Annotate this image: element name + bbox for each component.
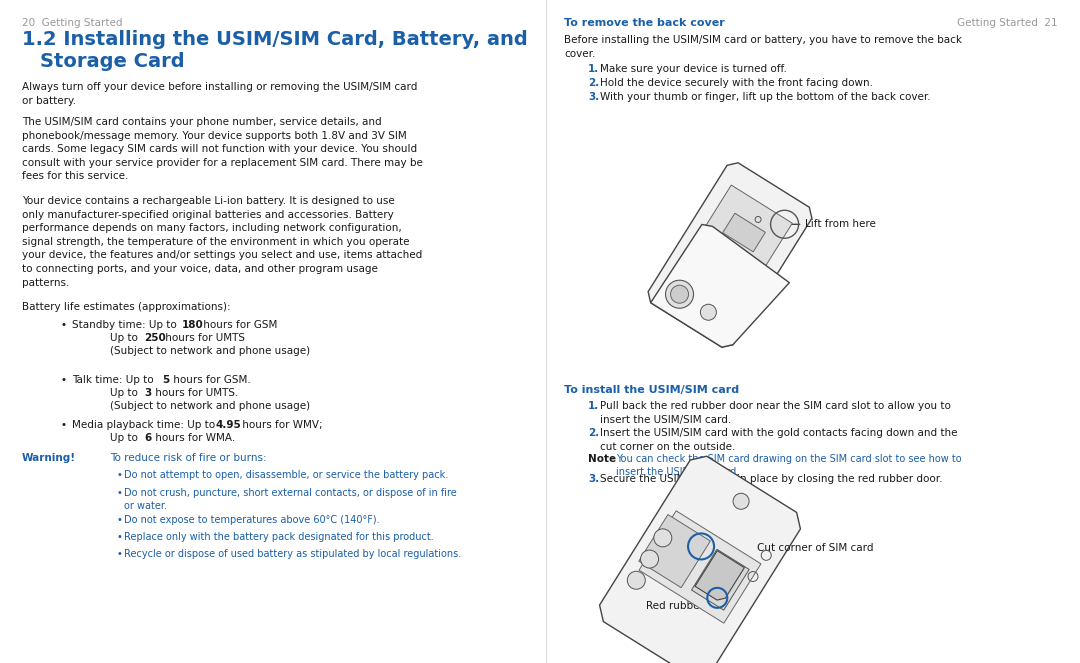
Circle shape: [733, 493, 750, 509]
Text: (Subject to network and phone usage): (Subject to network and phone usage): [110, 401, 310, 411]
Text: Insert the USIM/SIM card with the gold contacts facing down and the
cut corner o: Insert the USIM/SIM card with the gold c…: [600, 428, 958, 452]
Text: Talk time: Up to: Talk time: Up to: [72, 375, 157, 385]
Circle shape: [653, 529, 672, 547]
Text: Up to: Up to: [110, 433, 141, 443]
Text: Storage Card: Storage Card: [40, 52, 185, 71]
Text: 2.: 2.: [588, 428, 599, 438]
Polygon shape: [702, 185, 793, 270]
Text: Pull back the red rubber door near the SIM card slot to allow you to
insert the : Pull back the red rubber door near the S…: [600, 401, 950, 424]
Circle shape: [640, 550, 659, 568]
Circle shape: [701, 304, 716, 320]
Text: 3.: 3.: [588, 474, 599, 484]
Text: Do not attempt to open, disassemble, or service the battery pack.: Do not attempt to open, disassemble, or …: [124, 470, 448, 480]
Text: Replace only with the battery pack designated for this product.: Replace only with the battery pack desig…: [124, 532, 434, 542]
Text: 2.: 2.: [588, 78, 599, 88]
Text: hours for GSM: hours for GSM: [200, 320, 278, 330]
Polygon shape: [723, 213, 766, 252]
Text: 1.: 1.: [588, 401, 599, 411]
Text: hours for GSM.: hours for GSM.: [170, 375, 251, 385]
Text: To reduce risk of fire or burns:: To reduce risk of fire or burns:: [110, 453, 267, 463]
Text: You can check the SIM card drawing on the SIM card slot to see how to
insert the: You can check the SIM card drawing on th…: [616, 454, 961, 477]
Text: 250: 250: [144, 333, 165, 343]
Text: To install the USIM/SIM card: To install the USIM/SIM card: [564, 385, 739, 395]
Polygon shape: [696, 551, 744, 600]
Text: •: •: [60, 320, 66, 330]
Text: Warning!: Warning!: [22, 453, 76, 463]
Text: hours for UMTS.: hours for UMTS.: [152, 388, 239, 398]
Text: hours for WMV;: hours for WMV;: [239, 420, 323, 430]
Text: Do not expose to temperatures above 60°C (140°F).: Do not expose to temperatures above 60°C…: [124, 515, 380, 525]
Text: Secure the USIM/SIM card in place by closing the red rubber door.: Secure the USIM/SIM card in place by clo…: [600, 474, 943, 484]
Text: Hold the device securely with the front facing down.: Hold the device securely with the front …: [600, 78, 873, 88]
Text: hours for WMA.: hours for WMA.: [152, 433, 235, 443]
Text: •: •: [116, 515, 122, 525]
Text: Make sure your device is turned off.: Make sure your device is turned off.: [600, 64, 787, 74]
Text: Cut corner of SIM card: Cut corner of SIM card: [757, 543, 874, 553]
Text: Up to: Up to: [110, 388, 141, 398]
Polygon shape: [648, 163, 812, 347]
Polygon shape: [599, 456, 800, 663]
Text: Media playback time: Up to: Media playback time: Up to: [72, 420, 218, 430]
Text: •: •: [116, 549, 122, 559]
Text: 1.: 1.: [588, 64, 599, 74]
Text: 3: 3: [144, 388, 151, 398]
Text: hours for UMTS: hours for UMTS: [162, 333, 245, 343]
Text: 3.: 3.: [588, 92, 599, 102]
Polygon shape: [639, 511, 761, 623]
Text: •: •: [60, 375, 66, 385]
Text: •: •: [116, 488, 122, 498]
Text: Up to: Up to: [110, 333, 141, 343]
Text: Always turn off your device before installing or removing the USIM/SIM card
or b: Always turn off your device before insta…: [22, 82, 417, 105]
Text: To remove the back cover: To remove the back cover: [564, 18, 725, 28]
Circle shape: [671, 285, 689, 303]
Polygon shape: [638, 514, 711, 587]
Text: Note: Note: [588, 454, 616, 464]
Text: 180: 180: [183, 320, 204, 330]
Text: With your thumb or finger, lift up the bottom of the back cover.: With your thumb or finger, lift up the b…: [600, 92, 931, 102]
Text: (Subject to network and phone usage): (Subject to network and phone usage): [110, 346, 310, 356]
Text: Red rubber door: Red rubber door: [646, 601, 731, 611]
Text: 6: 6: [144, 433, 151, 443]
Text: Recycle or dispose of used battery as stipulated by local regulations.: Recycle or dispose of used battery as st…: [124, 549, 461, 559]
Text: •: •: [60, 420, 66, 430]
Text: 20  Getting Started: 20 Getting Started: [22, 18, 122, 28]
Text: 1.2 Installing the USIM/SIM Card, Battery, and: 1.2 Installing the USIM/SIM Card, Batter…: [22, 30, 528, 49]
Circle shape: [665, 280, 693, 308]
Text: 4.95: 4.95: [215, 420, 241, 430]
Text: The USIM/SIM card contains your phone number, service details, and
phonebook/mes: The USIM/SIM card contains your phone nu…: [22, 117, 423, 182]
Text: Standby time: Up to: Standby time: Up to: [72, 320, 180, 330]
Text: •: •: [116, 470, 122, 480]
Text: Lift from here: Lift from here: [805, 219, 876, 229]
Text: Getting Started  21: Getting Started 21: [957, 18, 1058, 28]
Text: Before installing the USIM/SIM card or battery, you have to remove the back
cove: Before installing the USIM/SIM card or b…: [564, 35, 962, 58]
Text: Battery life estimates (approximations):: Battery life estimates (approximations):: [22, 302, 231, 312]
Text: Your device contains a rechargeable Li-ion battery. It is designed to use
only m: Your device contains a rechargeable Li-i…: [22, 196, 422, 288]
Polygon shape: [650, 225, 789, 347]
Circle shape: [627, 572, 645, 589]
Text: Do not crush, puncture, short external contacts, or dispose of in fire
or water.: Do not crush, puncture, short external c…: [124, 488, 457, 511]
Text: •: •: [116, 532, 122, 542]
Polygon shape: [691, 550, 750, 610]
Text: 5: 5: [162, 375, 170, 385]
